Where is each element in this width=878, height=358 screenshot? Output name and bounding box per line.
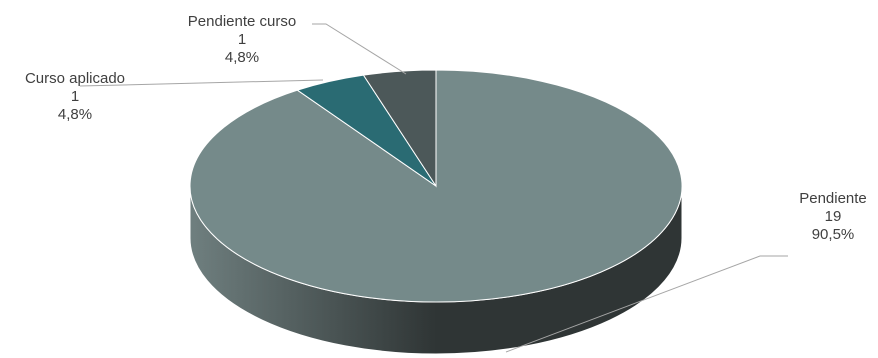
pie-slice-2 [362,69,437,188]
slice-label-percent: 4,8% [57,106,93,123]
slice-label-pendiente: Pendiente 19 90,5% [778,190,878,244]
slice-label-percent: 90,5% [811,226,855,243]
slice-label-value: 19 [824,208,842,225]
slice-label-name: Curso aplicado [24,70,126,87]
leader-line-0 [505,255,788,353]
slice-label-value: 1 [237,31,247,48]
slice-label-percent: 4,8% [224,49,260,66]
slice-label-name: Pendiente [799,190,867,207]
slice-label-name: Pendiente curso [187,13,297,30]
slice-label-value: 1 [70,88,80,105]
slice-label-pendiente-curso: Pendiente curso 1 4,8% [167,13,317,67]
leader-line-2 [312,23,407,75]
leader-line-1 [79,79,324,87]
slice-label-curso-aplicado: Curso aplicado 1 4,8% [5,70,145,124]
